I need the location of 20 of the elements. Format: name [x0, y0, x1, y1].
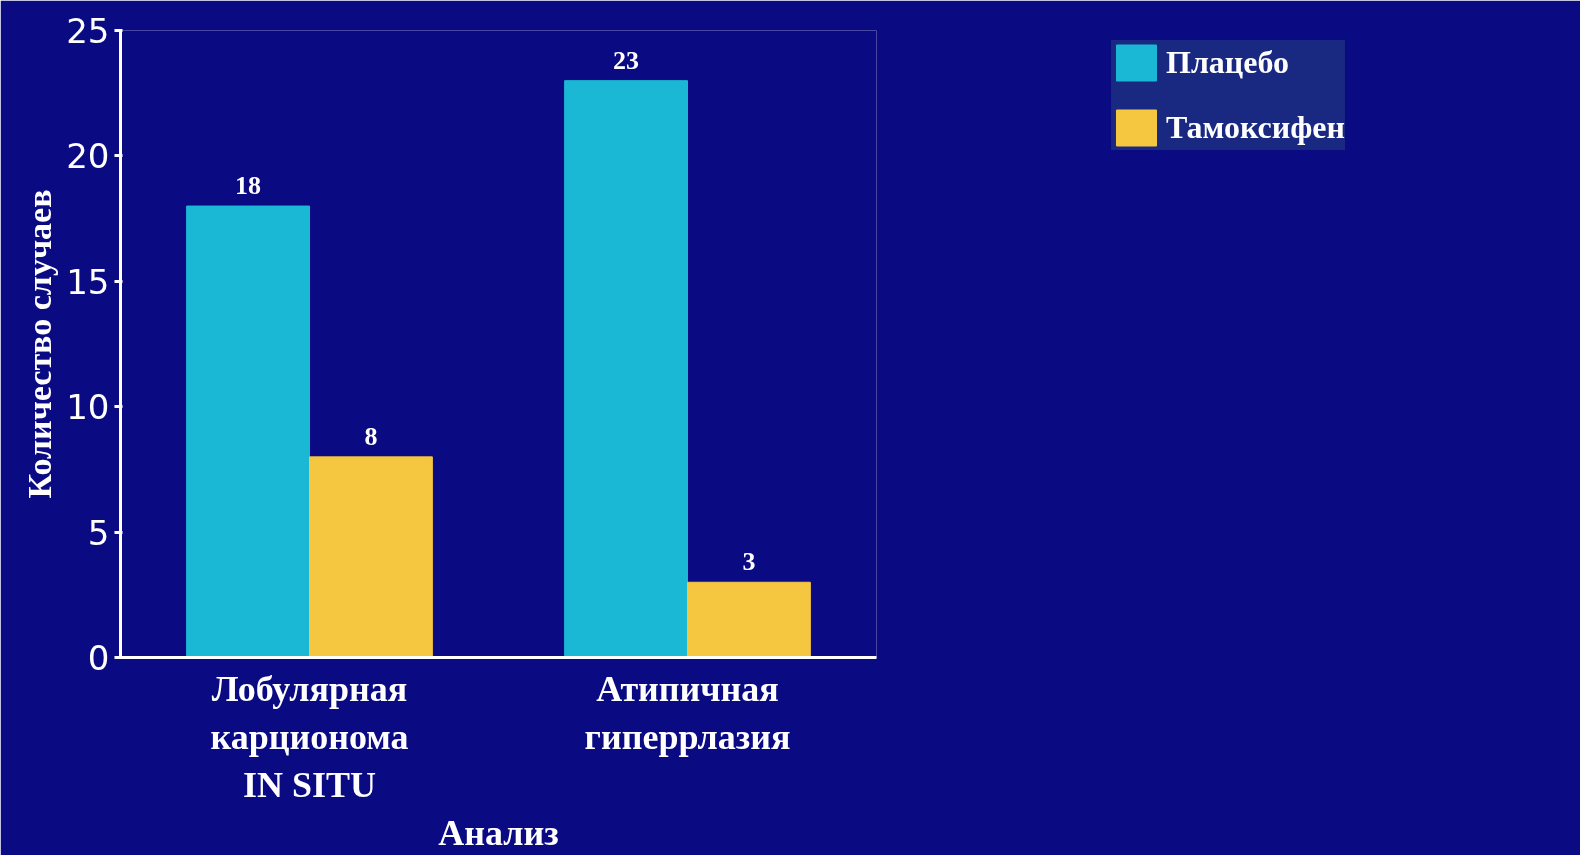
y-tick-label: 10: [66, 387, 110, 428]
y-tick-label: 0: [87, 638, 110, 678]
y-tick-label: 15: [66, 261, 110, 302]
data-label: 18: [235, 171, 262, 201]
y-axis-title: Количество случаев: [21, 189, 59, 499]
bar: [564, 80, 688, 658]
bar: [186, 205, 310, 658]
legend-label: Тамоксифен: [1166, 109, 1345, 146]
y-tick-label: 25: [66, 11, 110, 51]
x-tick-label: Атипичная гиперрлазия: [584, 668, 791, 757]
y-tick-label: 5: [87, 512, 110, 553]
data-label: 8: [364, 421, 378, 451]
data-label: 3: [742, 547, 756, 577]
bar: [309, 456, 433, 658]
data-label: 23: [613, 45, 640, 75]
x-tick-label: Лобулярная карционома IN SITU: [210, 668, 409, 805]
legend-label: Плацебо: [1166, 44, 1290, 81]
y-tick-label: 20: [66, 136, 110, 177]
bar: [687, 581, 811, 658]
x-axis-title: Анализ: [438, 812, 559, 853]
